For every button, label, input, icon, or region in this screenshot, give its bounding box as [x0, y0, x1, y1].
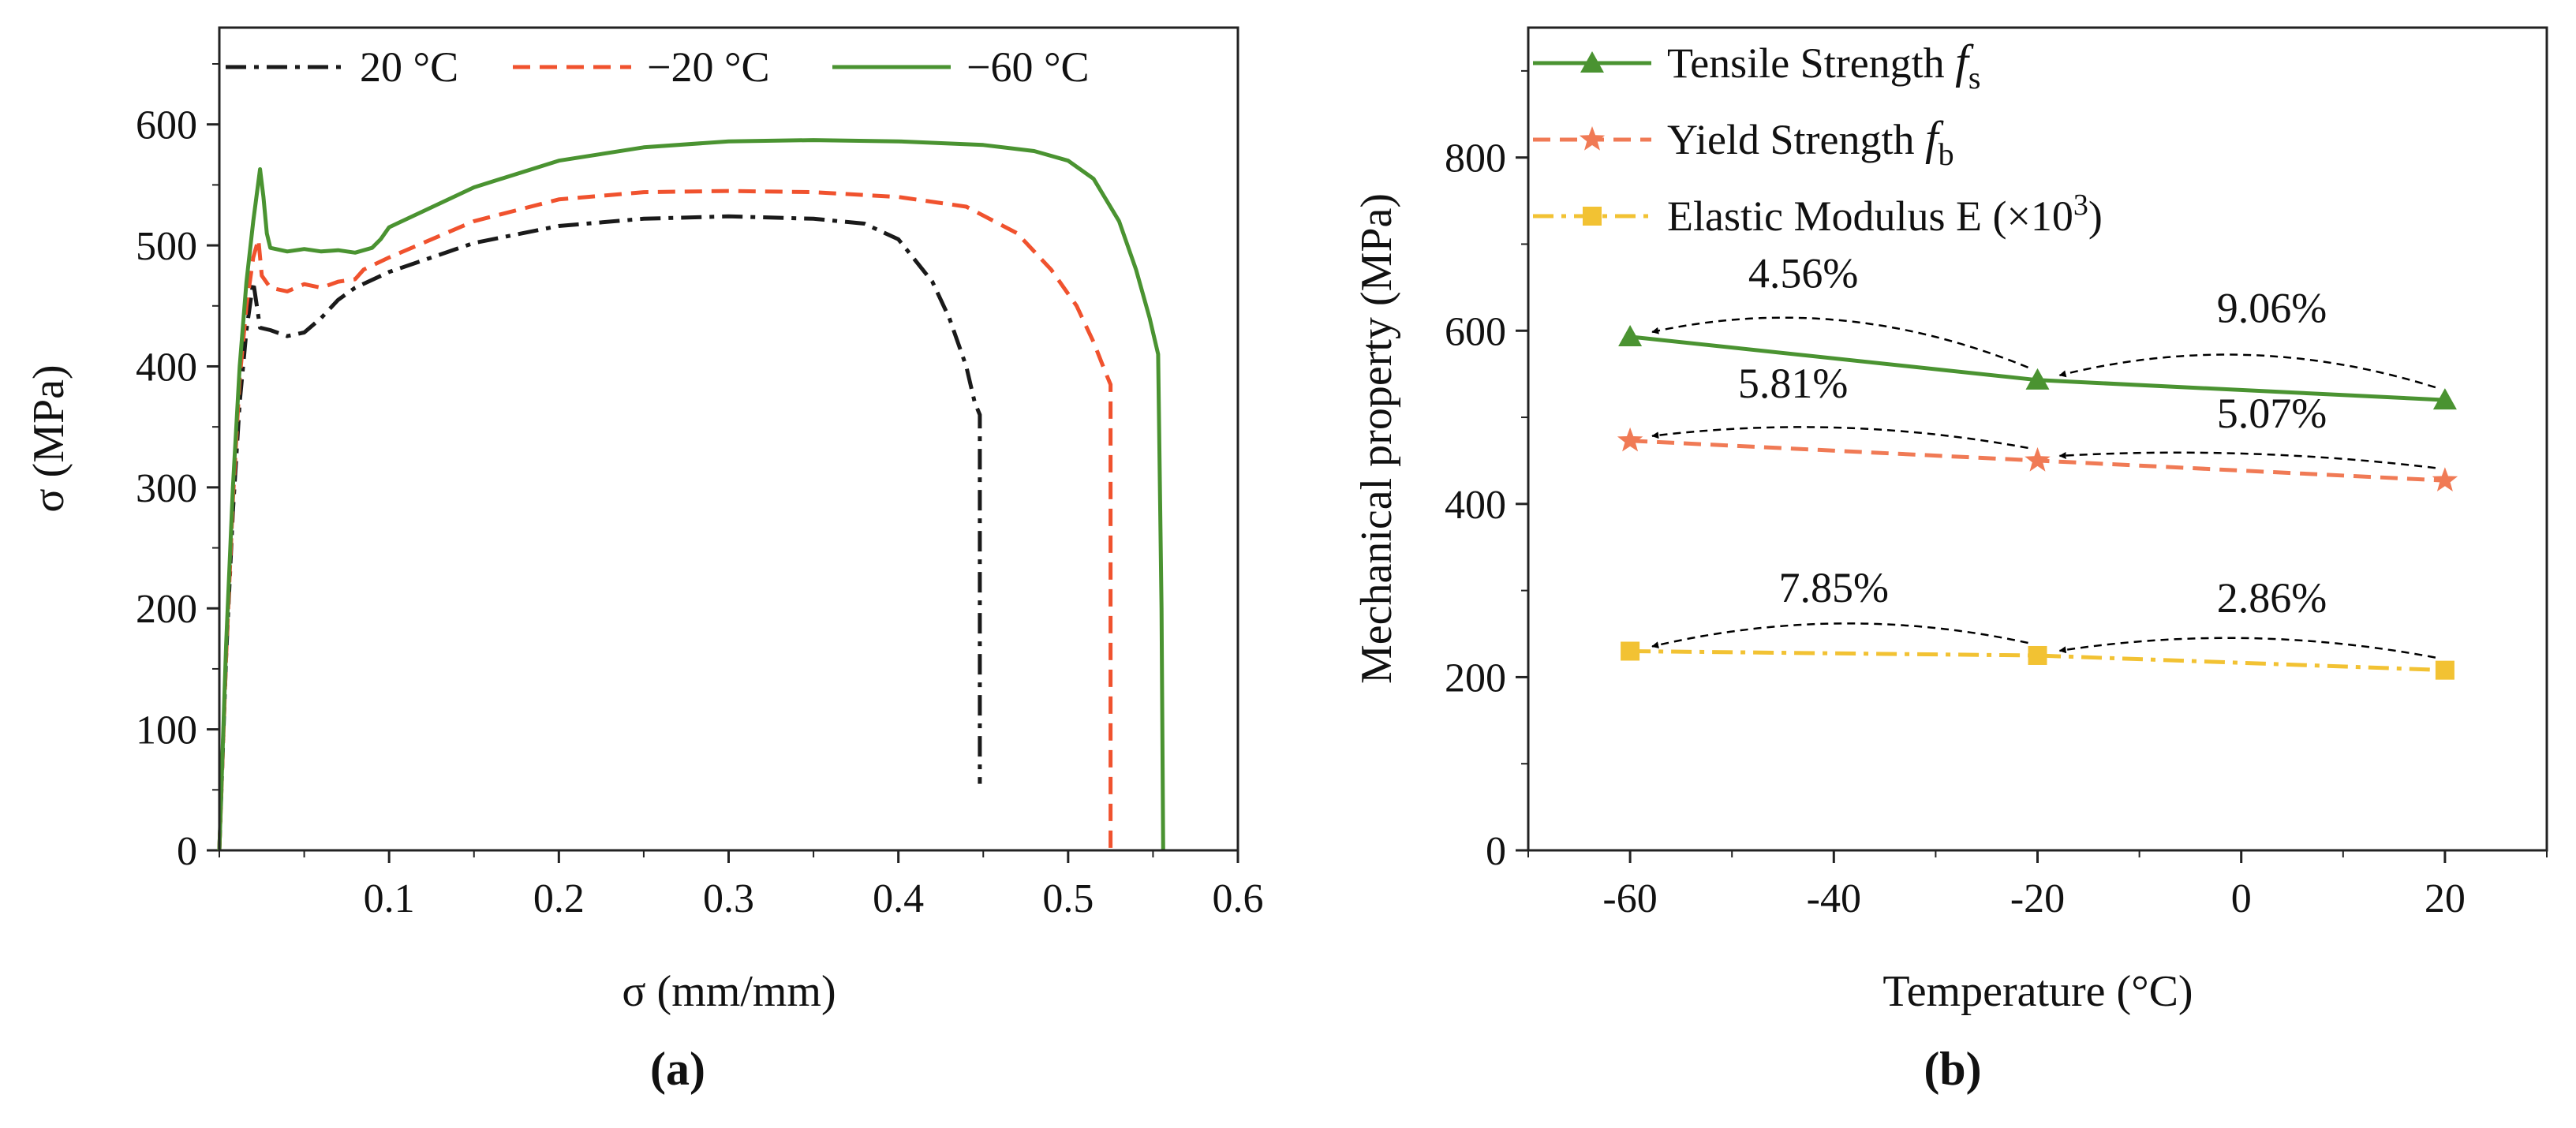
- panel-b-x-tick-labels: -60 -40 -20 0 20: [1602, 876, 2465, 921]
- panel-b-series: [1617, 324, 2458, 680]
- data-point-3-3: [2435, 660, 2454, 680]
- a-y-tick-label: 300: [136, 466, 197, 511]
- a-y-tick-label: 400: [136, 345, 197, 390]
- annotation-label-3: 5.81%: [1738, 360, 1848, 407]
- a-y-tick-label: 0: [177, 829, 197, 874]
- annotation-arrow-2: [2058, 353, 2436, 389]
- annotation-arrow-3: [1651, 426, 2028, 450]
- legend-label-1: Tensile Strength fs: [1667, 35, 1980, 95]
- annotation-arrow-5: [1651, 622, 2028, 649]
- a-x-tick-label: 0.1: [364, 876, 415, 921]
- data-point-1-1: [1618, 324, 1643, 346]
- b-x-tick-label: -20: [2010, 876, 2065, 921]
- panel-a-frame: [218, 26, 1239, 852]
- a-x-tick-label: 0.3: [703, 876, 754, 921]
- panel-b-annotations: 4.56% 9.06% 5.81% 5.07% 7.85% 2.86%: [1651, 249, 2436, 659]
- panel-a-y-axis-label: σ (MPa): [24, 364, 73, 512]
- annotation-arrow-4: [2058, 451, 2436, 469]
- data-point-3-1: [1621, 641, 1640, 661]
- a-y-tick-label: 100: [136, 708, 197, 753]
- legend-marker-2: [1579, 126, 1606, 151]
- a-x-tick-label: 0.2: [533, 876, 585, 921]
- series-line-3: [217, 138, 1165, 851]
- annotation-label-2: 9.06%: [2217, 284, 2327, 331]
- panel-a-y-tick-labels: 0 100 200 300 400 500 600: [136, 103, 197, 874]
- panel-b-x-axis-label: Temperature (°C): [1882, 967, 2193, 1016]
- panel-b-y-axis-label: Mechanical property (MPa): [1352, 193, 1401, 684]
- data-point-2-1: [1617, 427, 1643, 452]
- panel-a-series: [217, 138, 1165, 851]
- annotation-label-1: 4.56%: [1748, 249, 1858, 297]
- b-x-tick-label: 20: [2425, 876, 2466, 921]
- panel-b-legend: Tensile Strength fs Yield Strength fb Elas…: [1533, 35, 2103, 240]
- panel-b-frame: [1527, 26, 2548, 852]
- b-y-tick-label: 0: [1486, 829, 1506, 874]
- b-y-tick-label: 400: [1445, 483, 1506, 528]
- annotation-label-5: 7.85%: [1779, 564, 1889, 611]
- a-y-tick-label: 600: [136, 103, 197, 148]
- panel-a-x-tick-labels: 0.1 0.2 0.3 0.4 0.5 0.6: [364, 876, 1264, 921]
- b-y-tick-label: 200: [1445, 656, 1506, 700]
- legend-marker-3: [1583, 207, 1602, 226]
- legend-label-3: Elastic Modulus E (×103): [1667, 189, 2103, 240]
- b-x-tick-label: -60: [1602, 876, 1657, 921]
- panel-a-legend: 20 °C −20 °C −60 °C: [226, 43, 1090, 91]
- panel-a-ticks: [207, 63, 1239, 863]
- series-line-1: [217, 214, 982, 851]
- series-line-3: [1630, 649, 2445, 673]
- b-x-tick-label: -40: [1807, 876, 1861, 921]
- panel-a-x-axis-label: σ (mm/mm): [622, 967, 836, 1016]
- panel-b-y-tick-labels: 0 200 400 600 800: [1445, 136, 1506, 874]
- panel-a-label: (a): [650, 1043, 705, 1095]
- legend-label-3: −60 °C: [966, 43, 1090, 91]
- b-y-tick-label: 600: [1445, 309, 1506, 354]
- series-line-2: [217, 189, 1113, 851]
- data-point-2-3: [2432, 467, 2458, 491]
- legend-marker-1: [1580, 51, 1604, 73]
- annotation-arrow-6: [2058, 637, 2436, 659]
- legend-label-2: Yield Strength fb: [1667, 112, 1954, 172]
- a-y-tick-label: 200: [136, 587, 197, 632]
- annotation-label-6: 2.86%: [2217, 574, 2327, 622]
- a-x-tick-label: 0.5: [1042, 876, 1094, 921]
- data-point-1-3: [2432, 388, 2457, 410]
- annotation-label-4: 5.07%: [2217, 390, 2327, 437]
- legend-label-1: 20 °C: [360, 43, 458, 91]
- a-y-tick-label: 500: [136, 224, 197, 269]
- panel-b-chart: 4.56% 9.06% 5.81% 5.07% 7.85% 2.86% -60 -40 -20…: [1352, 26, 2548, 1095]
- annotation-arrow-1: [1651, 316, 2028, 368]
- a-x-tick-label: 0.4: [873, 876, 924, 921]
- b-y-tick-label: 800: [1445, 136, 1506, 181]
- data-point-2-2: [2025, 446, 2051, 472]
- a-x-tick-label: 0.6: [1213, 876, 1264, 921]
- panel-b-label: (b): [1924, 1043, 1981, 1095]
- panel-a-chart: 0.1 0.2 0.3 0.4 0.5 0.6 0 100 200 300 400 500 600 σ…: [24, 26, 1264, 1095]
- b-x-tick-label: 0: [2231, 876, 2252, 921]
- legend-label-2: −20 °C: [647, 43, 770, 91]
- data-point-1-2: [2025, 368, 2050, 390]
- data-point-3-2: [2028, 645, 2047, 665]
